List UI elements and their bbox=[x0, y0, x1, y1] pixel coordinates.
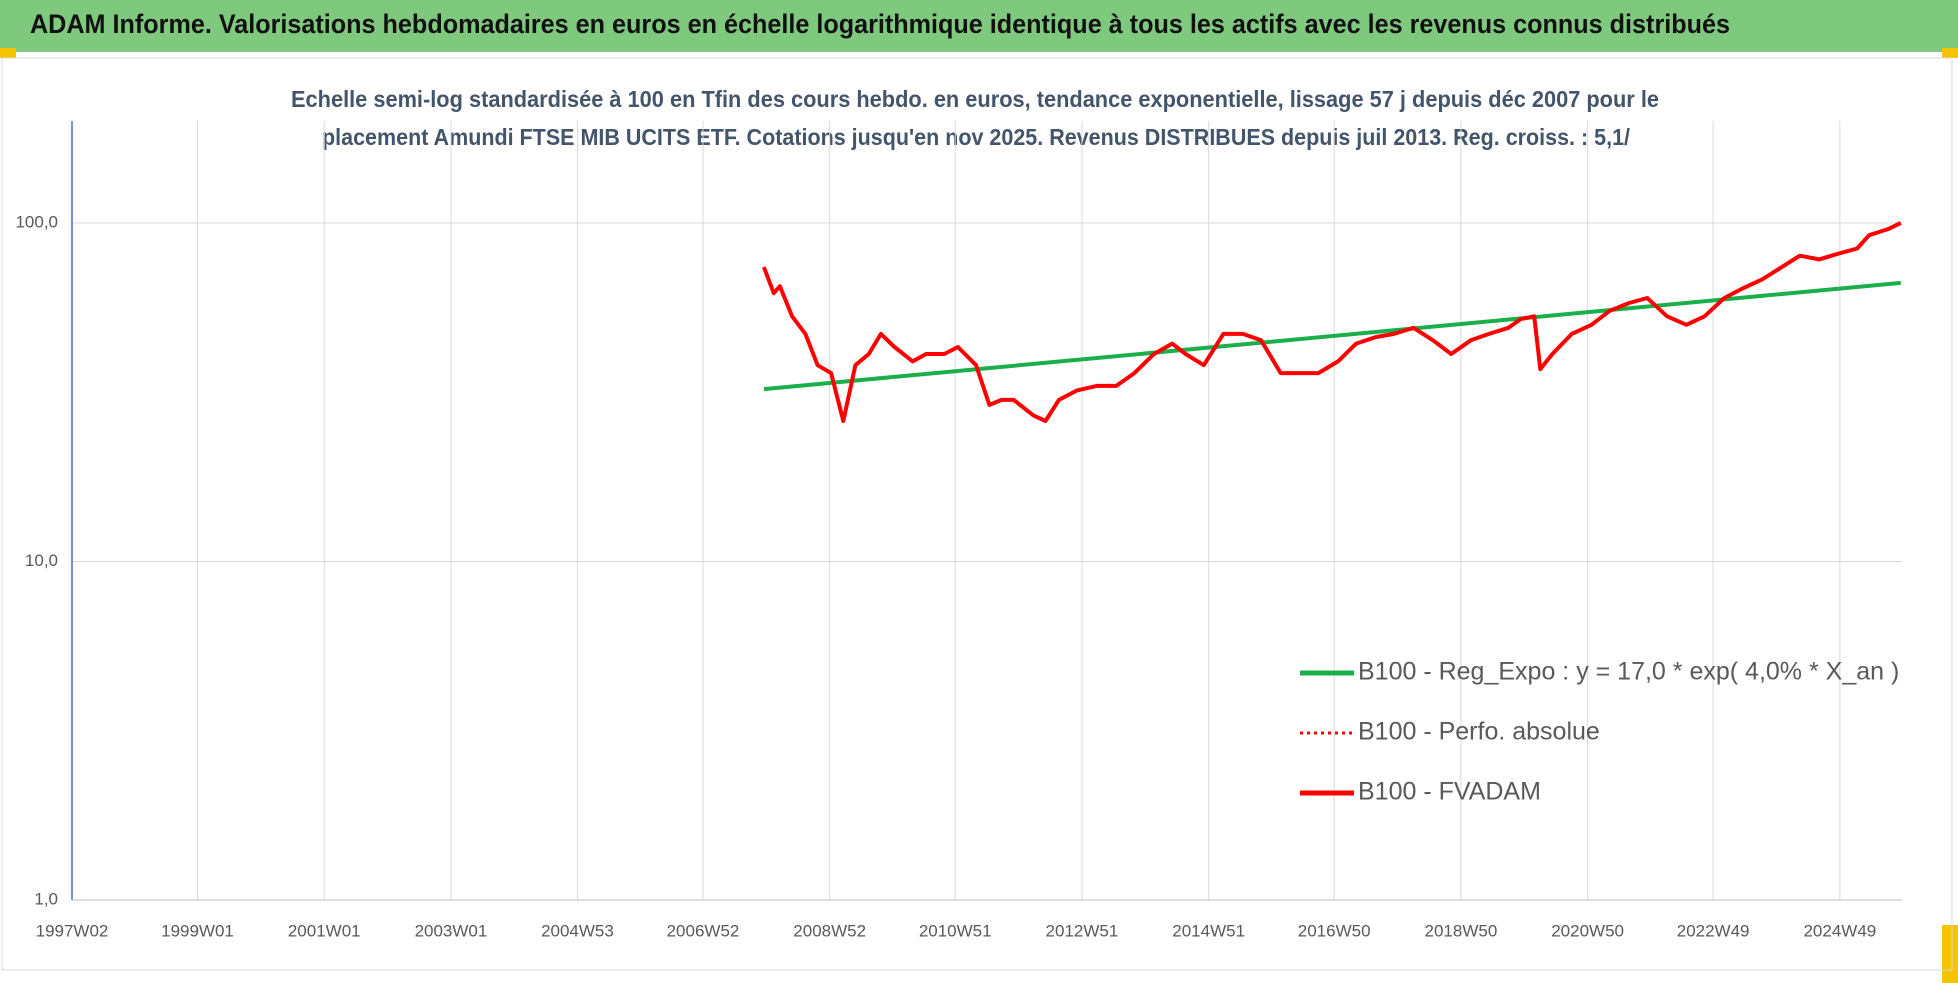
x-tick-label: 2016W50 bbox=[1298, 921, 1371, 940]
legend-label: B100 - Reg_Expo : y = 17,0 * exp( 4,0% *… bbox=[1358, 658, 1899, 686]
x-tick-label: 2010W51 bbox=[919, 921, 992, 940]
legend-label: B100 - FVADAM bbox=[1358, 778, 1541, 806]
chart-subtitle: Echelle semi-log standardisée à 100 en T… bbox=[291, 86, 1659, 112]
chart-border bbox=[1, 57, 1953, 971]
corner bbox=[0, 48, 16, 58]
x-tick-label: 2024W49 bbox=[1803, 921, 1876, 940]
y-tick-label: 10,0 bbox=[25, 551, 58, 570]
x-tick-label: 1997W02 bbox=[36, 921, 109, 940]
chart-subtitle: placement Amundi FTSE MIB UCITS ETF. Cot… bbox=[322, 124, 1631, 150]
y-tick-label: 1,0 bbox=[34, 889, 58, 908]
corner bbox=[1942, 925, 1958, 983]
x-tick-label: 2018W50 bbox=[1425, 921, 1498, 940]
legend-label: B100 - Perfo. absolue bbox=[1358, 718, 1600, 746]
x-tick-label: 2008W52 bbox=[793, 921, 866, 940]
y-tick-label: 100,0 bbox=[15, 212, 58, 231]
x-tick-label: 2004W53 bbox=[541, 921, 614, 940]
series-line bbox=[762, 221, 1902, 423]
x-tick-label: 2022W49 bbox=[1677, 921, 1750, 940]
x-tick-label: 1999W01 bbox=[161, 921, 234, 940]
x-tick-label: 2001W01 bbox=[288, 921, 361, 940]
page-title: ADAM Informe. Valorisations hebdomadaire… bbox=[30, 9, 1730, 39]
header-band bbox=[0, 0, 1958, 52]
x-tick-label: 2020W50 bbox=[1551, 921, 1624, 940]
x-tick-label: 2014W51 bbox=[1172, 921, 1245, 940]
x-tick-label: 2006W52 bbox=[667, 921, 740, 940]
x-tick-label: 2012W51 bbox=[1046, 921, 1119, 940]
corner bbox=[1942, 48, 1958, 58]
x-tick-label: 2003W01 bbox=[415, 921, 488, 940]
series-line bbox=[763, 280, 1901, 392]
